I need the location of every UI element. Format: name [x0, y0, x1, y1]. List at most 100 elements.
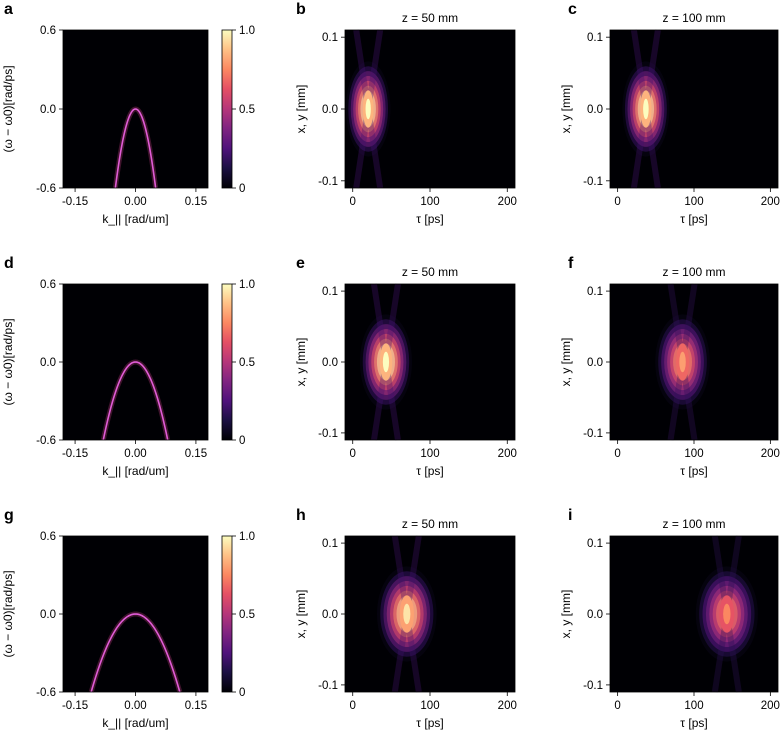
x-axis-label: τ [ps] [680, 716, 707, 730]
y-tick-label: -0.1 [583, 176, 603, 188]
x-tick-label: 200 [498, 196, 517, 208]
y-axis-label: (ω − ω0)[rad/ps] [1, 65, 15, 152]
y-tick-label: -0.1 [318, 176, 338, 188]
panel-e: e z = 50 mm 0 100 200 0.1 0.0 -0.1 τ [ps] x, y [m… [294, 255, 517, 478]
panel-title: z = 100 mm [662, 265, 725, 279]
pulse-peak [723, 603, 731, 625]
y-tick-label: 0.1 [587, 32, 603, 44]
y-tick-label: 0.0 [40, 609, 56, 621]
x-tick-label: 0.00 [124, 448, 146, 460]
spectrum-curve [90, 613, 181, 693]
y-axis-label: x, y [mm] [559, 590, 573, 639]
x-tick-label: 0.00 [124, 700, 146, 712]
x-axis-label: τ [ps] [416, 716, 443, 730]
x-tick-label: 100 [420, 196, 439, 208]
x-tick-label: -0.15 [62, 196, 88, 208]
colorbar-tick-label: 1.0 [239, 25, 255, 37]
panel-c: c z = 100 mm 0 100 200 0.1 0.0 -0.1 τ [ps] x, y [… [559, 1, 780, 226]
x-tick-label: 200 [761, 196, 780, 208]
x-axis-label: τ [ps] [416, 464, 443, 478]
x-tick-label: 0 [350, 196, 356, 208]
panel-h: h z = 50 mm 0 100 200 0.1 0.0 -0.1 τ [ps] x, y [m… [294, 507, 517, 730]
y-tick-label: -0.1 [318, 428, 338, 440]
y-axis-label: x, y [mm] [294, 338, 308, 387]
panel-letter: d [4, 255, 14, 272]
colorbar-tick-label: 0.5 [239, 609, 255, 621]
panel-letter: f [568, 255, 574, 272]
y-tick-label: 0.1 [322, 32, 338, 44]
panel-b: b z = 50 mm 0 100 200 0.1 0.0 -0.1 τ [ps] x, y [m… [294, 1, 517, 226]
colorbar-tick-label: 0.5 [239, 104, 255, 116]
panel-title: z = 50 mm [402, 11, 458, 25]
x-tick-label: 100 [684, 448, 703, 460]
colorbar [222, 536, 232, 692]
panel-d: d 1.0 0.5 0 -0.15 0.00 0.15 0.6 0.0 -0.6 k_|| [rad… [1, 255, 255, 478]
y-tick-label: -0.6 [36, 183, 56, 195]
y-axis-label: x, y [mm] [294, 590, 308, 639]
y-tick-label: 0.1 [322, 286, 338, 298]
panel-title: z = 100 mm [662, 517, 725, 531]
y-tick-label: 0.0 [40, 104, 56, 116]
y-tick-label: 0.1 [322, 538, 338, 550]
panel-f: f z = 100 mm 0 100 200 0.1 0.0 -0.1 τ [ps] x, y [… [559, 255, 780, 478]
y-tick-label: 0.6 [40, 25, 56, 37]
y-tick-label: -0.1 [583, 428, 603, 440]
colorbar [222, 284, 232, 440]
pulse-peak [365, 98, 371, 120]
y-tick-label: -0.1 [583, 680, 603, 692]
x-tick-label: 0 [350, 448, 356, 460]
panel-letter: h [296, 507, 306, 524]
colorbar-tick-label: 1.0 [239, 531, 255, 543]
y-tick-label: 0.0 [587, 104, 603, 116]
x-tick-label: 0.00 [124, 196, 146, 208]
spectrum-curve [114, 108, 157, 189]
x-tick-label: 100 [420, 448, 439, 460]
x-tick-label: 200 [761, 448, 780, 460]
y-tick-label: -0.1 [318, 680, 338, 692]
x-axis-label: τ [ps] [416, 212, 443, 226]
x-tick-label: 200 [498, 448, 517, 460]
y-axis-label: x, y [mm] [559, 338, 573, 387]
x-axis-label: τ [ps] [680, 212, 707, 226]
panel-g: g 1.0 0.5 0 -0.15 0.00 0.15 0.6 0.0 -0.6 k_|| [rad… [1, 507, 255, 730]
panel-letter: a [4, 1, 13, 18]
panel-title: z = 100 mm [662, 11, 725, 25]
spectrum-curve [102, 361, 169, 441]
panel-a: a 1.0 0.5 0 -0.15 0.00 0.15 0.6 0.0 -0.6 k_|| [rad… [1, 1, 255, 226]
x-tick-label: 0 [350, 700, 356, 712]
y-tick-label: 0.1 [587, 286, 603, 298]
x-tick-label: 100 [684, 700, 703, 712]
y-tick-label: 0.1 [587, 538, 603, 550]
panel-letter: e [296, 255, 305, 272]
pulse-peak [382, 351, 390, 373]
panel-letter: b [296, 1, 306, 18]
x-tick-label: 100 [684, 196, 703, 208]
x-tick-label: 0 [614, 196, 620, 208]
y-tick-label: 0.0 [40, 357, 56, 369]
y-tick-label: 0.0 [587, 609, 603, 621]
x-tick-label: 200 [498, 700, 517, 712]
panel-title: z = 50 mm [402, 265, 458, 279]
y-axis-label: x, y [mm] [294, 85, 308, 134]
panel-letter: c [568, 1, 577, 18]
colorbar-tick-label: 0 [239, 687, 245, 699]
y-axis-label: (ω − ω0)[rad/ps] [1, 318, 15, 405]
panel-letter: i [568, 507, 572, 524]
panel-title: z = 50 mm [402, 517, 458, 531]
x-axis-label: k_|| [rad/um] [102, 716, 168, 730]
x-tick-label: 0.15 [185, 196, 207, 208]
x-axis-label: k_|| [rad/um] [102, 212, 168, 226]
y-axis-label: x, y [mm] [559, 85, 573, 134]
y-tick-label: -0.6 [36, 687, 56, 699]
colorbar-tick-label: 0 [239, 435, 245, 447]
x-tick-label: 0 [614, 700, 620, 712]
x-tick-label: -0.15 [62, 700, 88, 712]
panel-i: i z = 100 mm 0 100 200 0.1 0.0 -0.1 τ [ps] x, y [… [559, 507, 780, 730]
panel-letter: g [4, 507, 14, 524]
y-tick-label: 0.6 [40, 279, 56, 291]
y-tick-label: 0.6 [40, 531, 56, 543]
y-tick-label: 0.0 [322, 104, 338, 116]
x-axis-label: k_|| [rad/um] [102, 464, 168, 478]
colorbar-tick-label: 1.0 [239, 279, 255, 291]
